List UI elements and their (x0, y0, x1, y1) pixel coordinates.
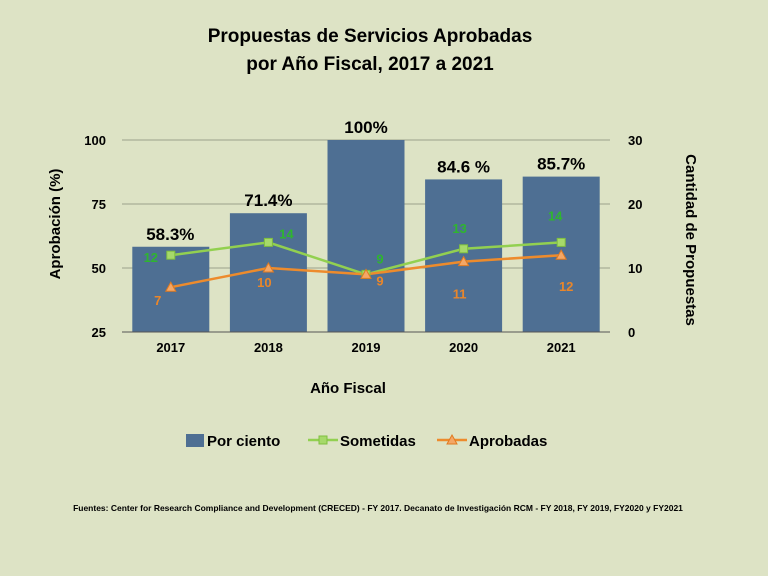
bar-value-label: 58.3% (146, 225, 194, 244)
y-left-tick-label: 100 (84, 133, 106, 148)
legend-marker-sometidas (318, 435, 328, 445)
aprobadas-value-label: 7 (154, 293, 161, 308)
y-right-tick-label: 10 (628, 261, 642, 276)
source-note: Fuentes: Center for Research Compliance … (73, 503, 683, 513)
x-axis-title: Año Fiscal (310, 380, 386, 397)
aprobadas-value-label: 12 (559, 279, 573, 294)
sometidas-marker (263, 237, 273, 247)
x-tick-label: 2021 (547, 340, 576, 355)
sometidas-marker (459, 244, 469, 254)
sometidas-value-label: 14 (279, 226, 294, 241)
bar-value-label: 100% (344, 118, 387, 137)
y-left-tick-label: 75 (92, 197, 106, 212)
y-axis-right-title: Cantidad de Propuestas (682, 154, 699, 326)
aprobadas-marker (360, 268, 372, 279)
x-tick-label: 2020 (449, 340, 478, 355)
sometidas-marker (166, 250, 176, 260)
bar-value-label: 84.6 % (437, 157, 490, 176)
y-axis-left-title: Aprobación (%) (47, 169, 64, 280)
legend-swatch-por-ciento (186, 434, 204, 447)
chart-title-line1: Propuestas de Servicios Aprobadas (208, 26, 533, 47)
aprobadas-marker (164, 281, 177, 292)
aprobadas-marker (262, 261, 275, 273)
legend-label-por-ciento: Por ciento (207, 433, 280, 450)
sometidas-value-label: 12 (144, 250, 158, 265)
legend-marker-aprobadas (446, 433, 458, 445)
sometidas-value-label: 13 (452, 221, 466, 236)
bar (327, 140, 405, 332)
x-tick-label: 2017 (156, 340, 185, 355)
sometidas-marker (556, 237, 566, 247)
aprobadas-marker (457, 255, 470, 267)
legend-label-aprobadas: Aprobadas (469, 433, 547, 450)
aprobadas-value-label: 11 (453, 287, 467, 302)
y-left-tick-label: 25 (92, 325, 106, 340)
y-right-tick-label: 20 (628, 197, 642, 212)
sometidas-value-label: 9 (376, 251, 383, 266)
bar-value-label: 85.7% (537, 155, 585, 174)
x-tick-label: 2018 (254, 340, 283, 355)
bar-value-label: 71.4% (244, 191, 292, 210)
legend: Por ciento Sometidas Aprobadas (186, 433, 547, 450)
plot-area: 25 50 75 100 0 10 20 30 58.3% 71.4% 100% 84.6 % 85.7… (84, 118, 642, 355)
aprobadas-marker (555, 249, 568, 260)
legend-label-sometidas: Sometidas (340, 433, 416, 450)
aprobadas-value-label: 9 (376, 273, 383, 288)
y-right-tick-label: 0 (628, 325, 635, 340)
aprobadas-value-label: 10 (257, 275, 271, 290)
y-left-tick-label: 50 (92, 261, 106, 276)
chart-title-line2: por Año Fiscal, 2017 a 2021 (246, 54, 494, 75)
y-right-tick-label: 30 (628, 133, 642, 148)
x-tick-label: 2019 (352, 340, 381, 355)
sometidas-value-label: 14 (548, 208, 563, 223)
